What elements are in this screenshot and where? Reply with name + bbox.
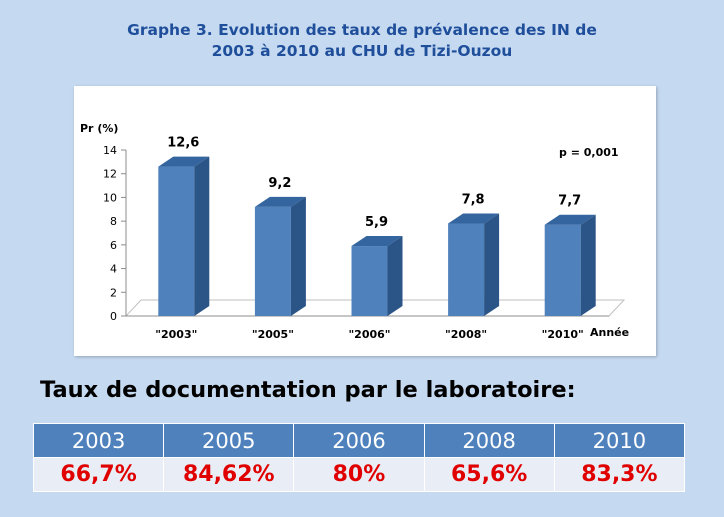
x-tick-label: "2005" <box>252 328 294 341</box>
bar-side <box>290 196 306 316</box>
y-tick-label: 2 <box>110 286 117 299</box>
bar-top <box>351 236 403 247</box>
bar-side <box>484 213 500 316</box>
y-tick-label: 14 <box>103 144 117 157</box>
bar-front <box>158 166 195 316</box>
bar-front <box>544 224 581 316</box>
data-label: 9,2 <box>268 176 291 191</box>
bar-front <box>254 206 291 316</box>
rate-cell: 84,62% <box>163 457 295 492</box>
data-label: 7,7 <box>558 194 581 209</box>
x-tick-label: "2008" <box>445 328 487 341</box>
bar-top <box>254 196 306 207</box>
rate-cell: 80% <box>293 457 425 492</box>
bar-top <box>448 213 500 224</box>
data-label: 12,6 <box>167 136 199 151</box>
year-cell: 2003 <box>32 423 165 458</box>
bar-front <box>351 246 388 316</box>
bar-chart: 0 2 4 6 8 10 12 14 Pr (%) Année p = 0,001 12,6 "2003… <box>80 122 629 341</box>
y-tick-label: 6 <box>110 239 117 252</box>
chart-title-line-2: 2003 à 2010 au CHU de Tizi-Ouzou <box>211 42 513 60</box>
p-value-annotation: p = 0,001 <box>559 146 619 159</box>
y-axis-label: Pr (%) <box>80 122 118 135</box>
year-cell: 2005 <box>163 423 295 458</box>
year-cell: 2008 <box>423 423 555 458</box>
year-cell: 2010 <box>553 423 686 458</box>
y-tick-label: 10 <box>103 191 117 204</box>
rate-cell: 83,3% <box>553 457 686 492</box>
bar-top <box>544 214 596 225</box>
documentation-table: 2003 2005 2006 2008 2010 66,7% 84,62% 80… <box>32 423 686 492</box>
x-tick-label: "2010" <box>542 328 584 341</box>
year-cell: 2006 <box>293 423 425 458</box>
x-tick-label: "2003" <box>155 328 197 341</box>
rate-cell: 65,6% <box>423 457 555 492</box>
table-value-row: 66,7% 84,62% 80% 65,6% 83,3% <box>32 457 686 492</box>
data-label: 5,9 <box>365 215 388 230</box>
bar-side <box>580 214 596 316</box>
bar-side <box>387 236 403 316</box>
y-tick-label: 4 <box>110 263 117 276</box>
bar-top <box>158 156 210 167</box>
chart-area: 0 2 4 6 8 10 12 14 Pr (%) Année p = 0,001 12,6 "2003… <box>74 86 656 356</box>
table-header-row: 2003 2005 2006 2008 2010 <box>32 423 686 458</box>
y-tick-label: 8 <box>110 215 117 228</box>
rate-cell: 66,7% <box>32 457 165 492</box>
x-tick-label: "2006" <box>348 328 390 341</box>
chart-title-line-1: Graphe 3. Evolution des taux de prévalen… <box>127 21 597 39</box>
documentation-heading: Taux de documentation par le laboratoire… <box>40 377 576 403</box>
y-tick-label: 0 <box>110 310 117 323</box>
bar-front <box>448 223 485 316</box>
y-tick-label: 12 <box>103 168 117 181</box>
bar-side <box>194 156 210 316</box>
x-axis-label: Année <box>590 326 629 339</box>
data-label: 7,8 <box>462 193 485 208</box>
chart-title: Graphe 3. Evolution des taux de prévalen… <box>0 20 724 62</box>
